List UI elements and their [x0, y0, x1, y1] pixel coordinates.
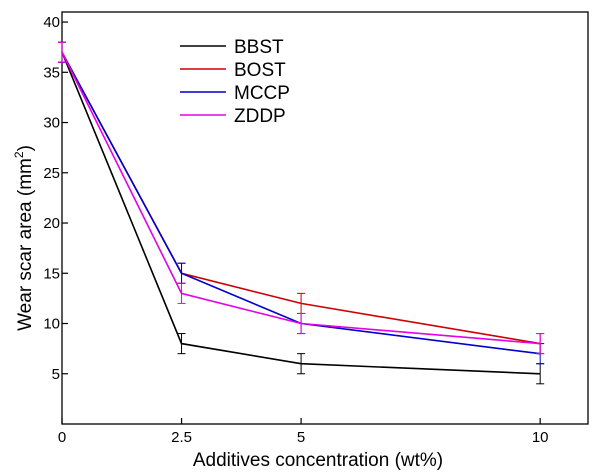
x-tick-label: 0 [58, 429, 66, 446]
x-tick-label: 5 [297, 429, 305, 446]
y-tick-label: 10 [43, 316, 60, 333]
y-tick-label: 5 [52, 366, 60, 383]
x-axis-title: Additives concentration (wt%) [193, 450, 443, 471]
legend-label-zddp: ZDDP [234, 106, 286, 127]
x-tick-label: 2.5 [171, 429, 192, 446]
legend-label-bbst: BBST [234, 37, 284, 58]
y-tick-label: 20 [43, 215, 60, 232]
y-axis-title-main: Wear scar area (mm [15, 158, 36, 331]
legend-label-bost: BOST [234, 60, 286, 81]
series-line-mccp [61, 51, 541, 355]
y-tick-label: 25 [43, 165, 60, 182]
legend-label-mccp: MCCP [234, 83, 290, 104]
series-zddp [58, 41, 545, 355]
y-axis-ticks: 5 10 15 20 25 30 35 40 [43, 14, 68, 383]
series-bost [58, 41, 545, 355]
y-axis-title-superscript: 2 [12, 151, 26, 158]
plot-border [61, 11, 589, 425]
y-axis-title: Wear scar area (mm2) [12, 145, 36, 331]
series-layer [58, 41, 545, 385]
x-tick-label: 10 [532, 429, 549, 446]
series-line-zddp [61, 51, 541, 345]
x-axis-ticks: 0 2.5 5 10 [58, 418, 549, 446]
plot-frame [61, 11, 589, 425]
y-axis-title-tail: ) [15, 145, 36, 151]
y-tick-label: 35 [43, 64, 60, 81]
y-tick-label: 15 [43, 265, 60, 282]
series-line-bbst [61, 51, 541, 375]
y-tick-label: 30 [43, 115, 60, 132]
y-tick-label: 40 [43, 14, 60, 31]
